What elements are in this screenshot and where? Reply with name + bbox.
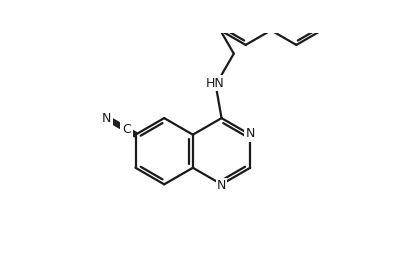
Text: N: N	[217, 179, 226, 192]
Text: C: C	[122, 123, 131, 136]
Text: N: N	[102, 112, 112, 125]
Text: N: N	[245, 127, 255, 140]
Text: HN: HN	[206, 77, 224, 90]
